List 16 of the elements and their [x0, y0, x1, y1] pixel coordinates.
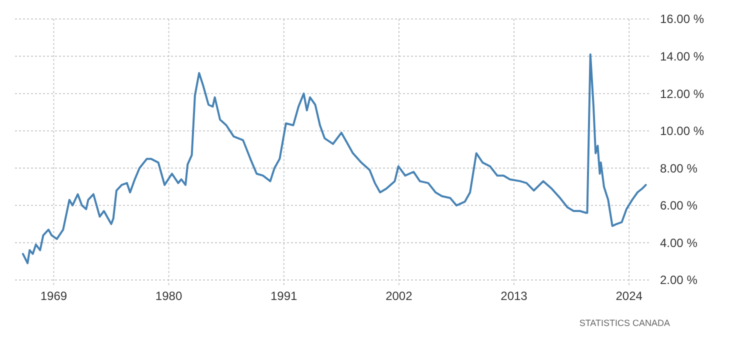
y-tick-label: 2.00 %: [660, 273, 698, 288]
y-tick-label: 8.00 %: [660, 161, 698, 176]
y-tick-label: 12.00 %: [660, 86, 704, 101]
text: STATISTICS CANADA: [579, 318, 670, 328]
y-tick-label: 16.00 %: [660, 12, 704, 26]
x-tick-label: 1991: [270, 289, 298, 303]
y-tick-label: 4.00 %: [660, 236, 698, 250]
x-tick-label: 2013: [500, 289, 528, 303]
y-tick-label: 6.00 %: [660, 198, 698, 213]
x-tick-label: 1980: [155, 289, 182, 303]
y-tick-label: 14.00 %: [660, 49, 704, 64]
x-tick-label: 2024: [616, 289, 643, 303]
line-series: [22, 53, 647, 264]
x-tick-label: 1969: [40, 289, 68, 303]
y-tick-label: 10.00 %: [660, 124, 704, 138]
x-tick-label: 2002: [386, 289, 413, 303]
